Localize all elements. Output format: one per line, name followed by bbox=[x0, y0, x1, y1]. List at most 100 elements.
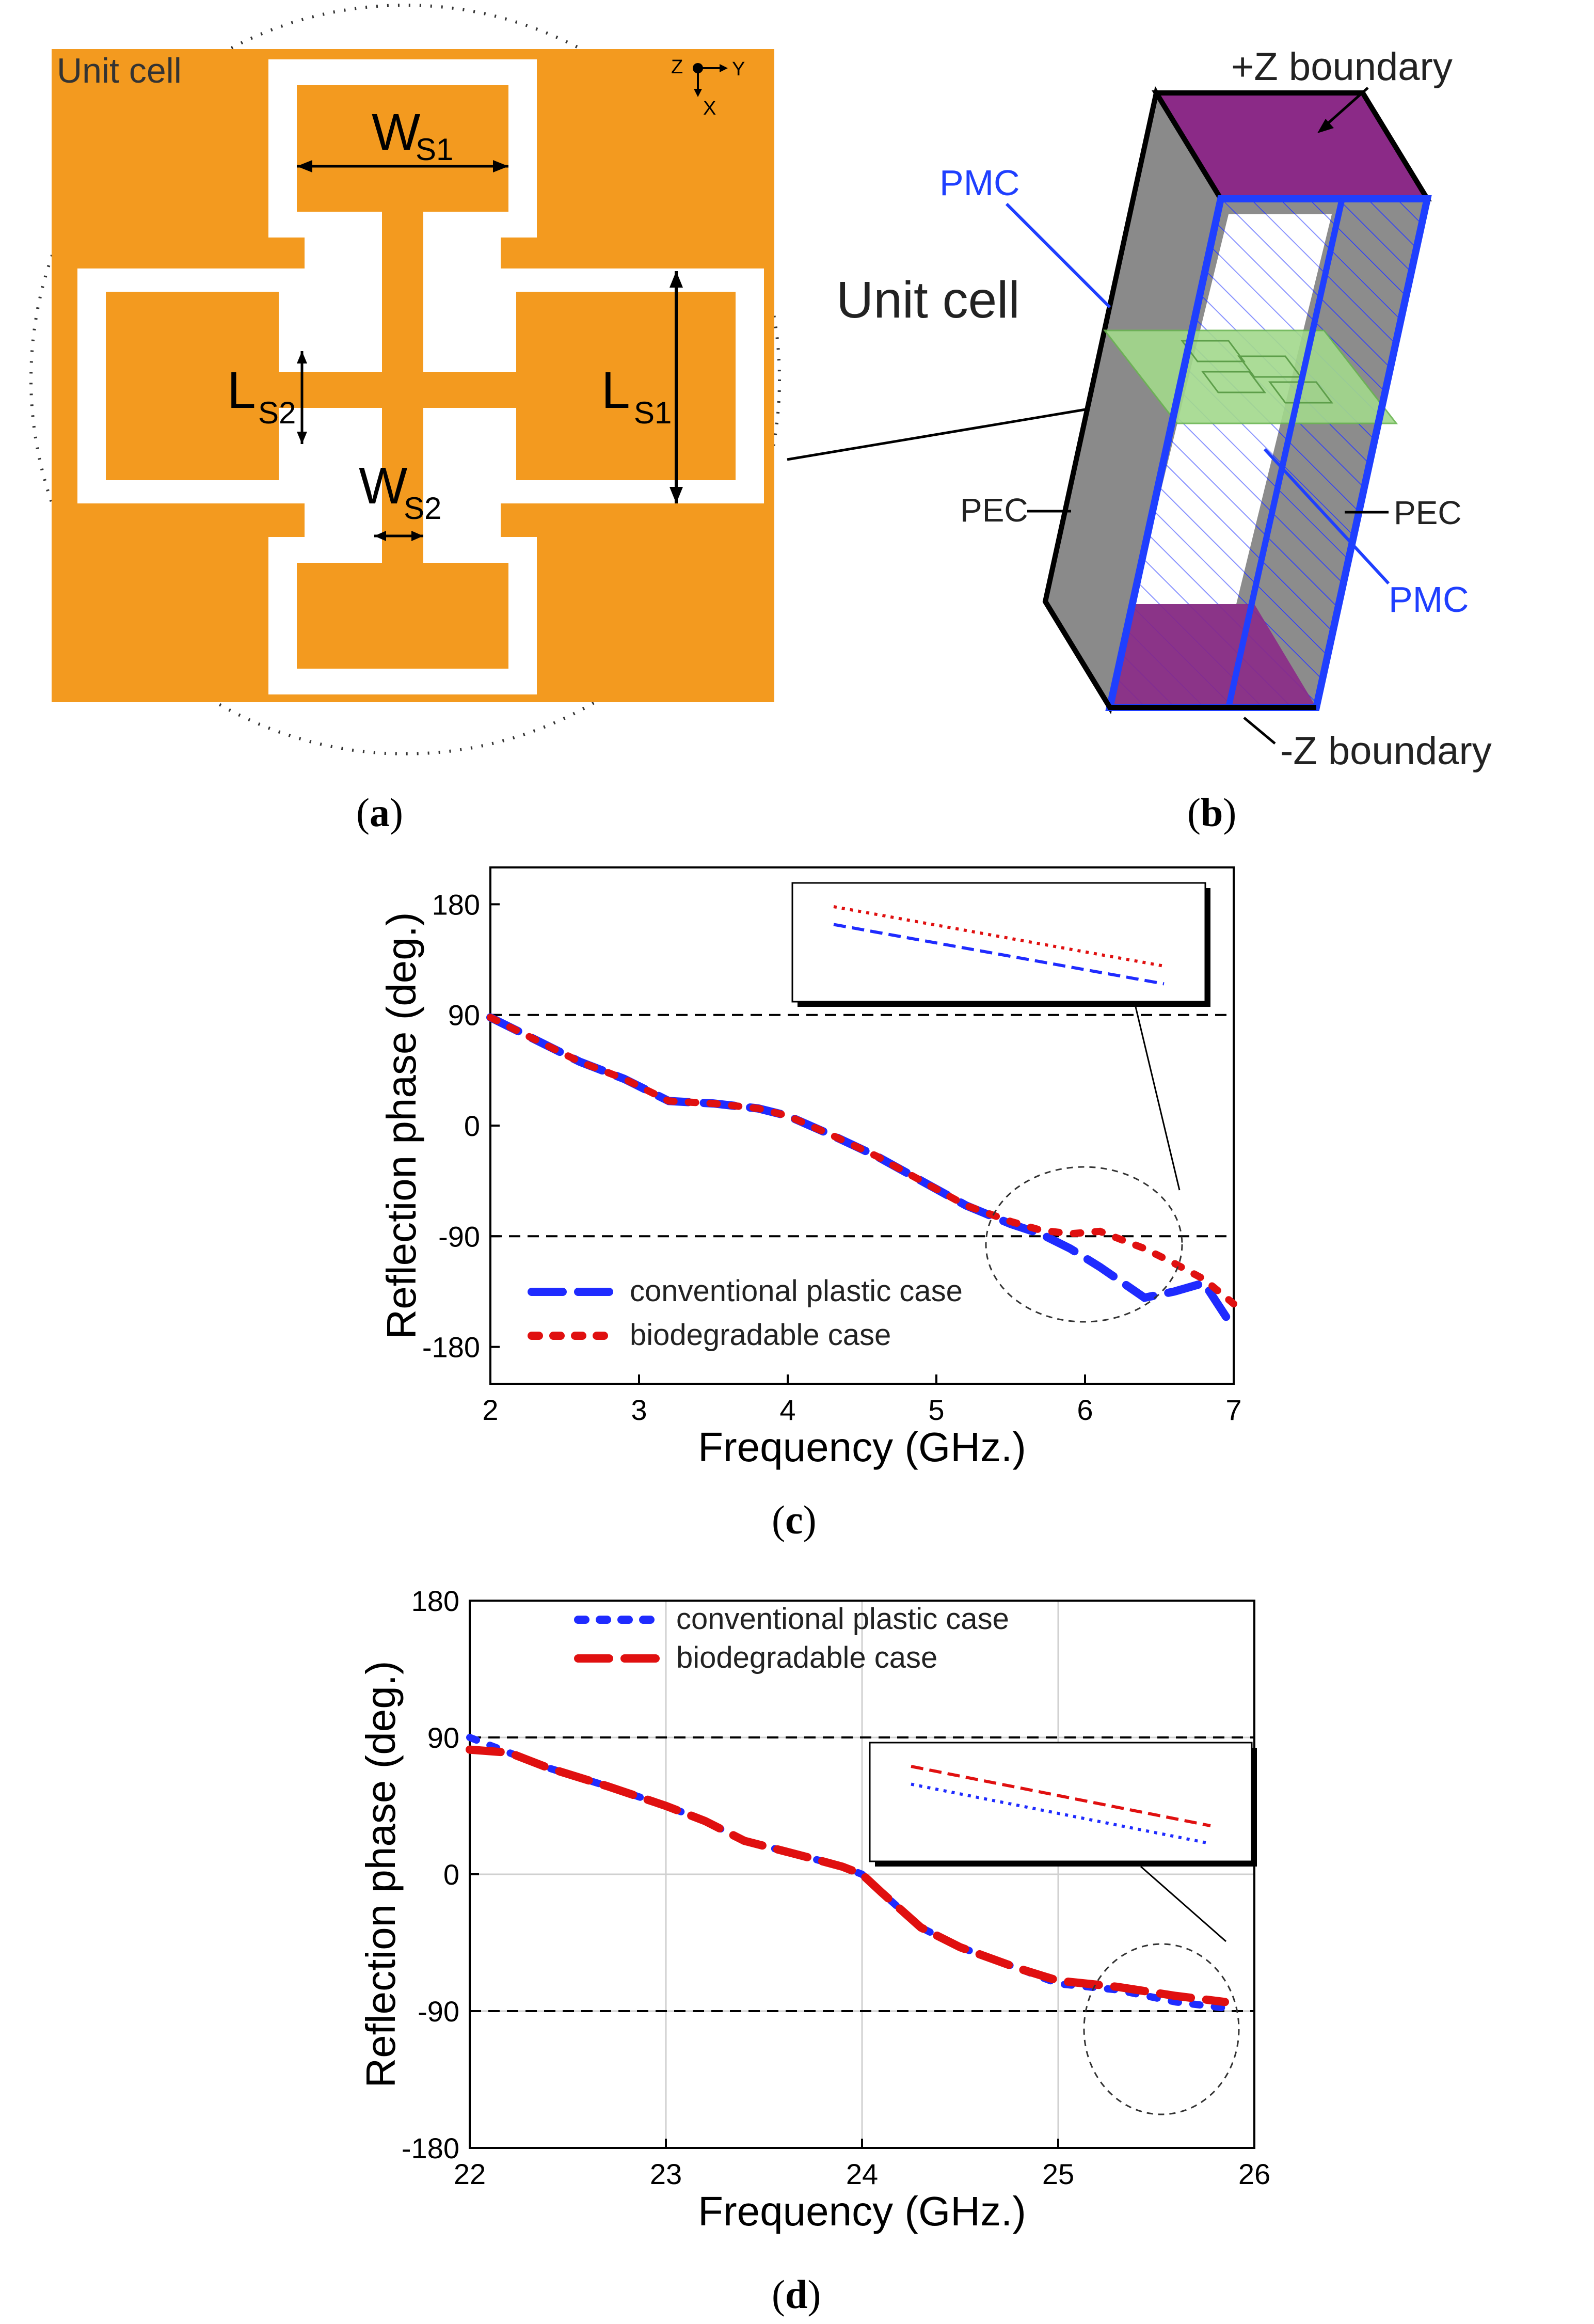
zoom-circle bbox=[1083, 1943, 1240, 2115]
dim-ls1-head-top bbox=[670, 271, 683, 288]
x-tick-label: 26 bbox=[1238, 2158, 1270, 2190]
dim-ws2-head-right bbox=[411, 531, 423, 541]
x-tick-label: 5 bbox=[928, 1394, 944, 1426]
pmc-right-label: PMC bbox=[1389, 579, 1469, 620]
caption-c-letter: c bbox=[785, 1497, 803, 1542]
x-tick-label: 6 bbox=[1077, 1394, 1093, 1426]
panel-a: Unit cell Z Y X W S1 L S1 bbox=[29, 4, 1157, 755]
dim-ws1-label: W bbox=[372, 103, 421, 161]
caption-d: (d) bbox=[772, 2272, 821, 2317]
plus-z-leader-head bbox=[1317, 119, 1334, 133]
dim-ls1-sub: S1 bbox=[634, 396, 672, 430]
y-tick-label: -90 bbox=[418, 1995, 459, 2028]
y-axis-title: Reflection phase (deg.) bbox=[378, 912, 424, 1339]
pmc-divider bbox=[1225, 198, 1345, 708]
x-axis-title: Frequency (GHz.) bbox=[698, 2188, 1026, 2234]
dim-ls2-label: L bbox=[227, 361, 256, 419]
y-tick-label: 90 bbox=[448, 999, 480, 1032]
axis-y-label: Y bbox=[732, 58, 745, 80]
caption-d-letter: d bbox=[785, 2272, 807, 2317]
x-tick-label: 25 bbox=[1042, 2158, 1074, 2190]
dim-ls2-head-top bbox=[297, 351, 307, 363]
inset-series-line bbox=[833, 923, 1165, 986]
chart-d: 22 23 24 25 26 180 90 0 -90 -180 Frequency (GHz.) R… bbox=[358, 1585, 1270, 2234]
y-tick-label: 0 bbox=[464, 1110, 480, 1142]
dim-ws1-head-right bbox=[493, 160, 508, 172]
zoom-arrow bbox=[1135, 1006, 1181, 1191]
caption-c: (c) bbox=[772, 1497, 817, 1542]
pec-right-label: PEC bbox=[1394, 494, 1462, 531]
inset-series-line bbox=[911, 1765, 1211, 1827]
x-tick-label: 4 bbox=[779, 1394, 795, 1426]
dim-ws2-head-left bbox=[374, 531, 386, 541]
dim-ls1-label: L bbox=[601, 361, 630, 419]
zoom-circle bbox=[985, 1166, 1183, 1323]
x-tick-label: 2 bbox=[482, 1394, 498, 1426]
cross-slot-inner bbox=[106, 85, 736, 669]
series-line-biodegradable bbox=[487, 1014, 1237, 1308]
y-tick-label: -180 bbox=[402, 2132, 459, 2164]
dim-ls1: L S1 bbox=[601, 271, 683, 503]
box-edges bbox=[1043, 600, 1316, 710]
dim-ws1: W S1 bbox=[297, 103, 508, 172]
dim-ws2-sub: S2 bbox=[404, 491, 441, 526]
panel-b: Unit cell +Z boundary PMC PEC PEC PMC -Z… bbox=[836, 45, 1492, 773]
legend-label: biodegradable case bbox=[630, 1318, 891, 1352]
caption-a-letter: a bbox=[370, 790, 390, 835]
plus-z-label: +Z boundary bbox=[1231, 45, 1453, 89]
dim-ls2: L S2 bbox=[227, 351, 307, 444]
x-tick-label: 3 bbox=[631, 1394, 647, 1426]
inset-series-line bbox=[833, 905, 1165, 968]
inset-box bbox=[791, 882, 1206, 1003]
y-tick-label: 180 bbox=[411, 1585, 459, 1617]
axis-x-arrowhead bbox=[694, 89, 702, 97]
y-tick-label: 0 bbox=[443, 1858, 459, 1891]
plus-z-leader bbox=[1320, 87, 1369, 130]
inset-series-line bbox=[911, 1782, 1211, 1845]
x-tick-label: 22 bbox=[454, 2158, 486, 2190]
inset-box bbox=[869, 1742, 1253, 1862]
legend-label: conventional plastic case bbox=[676, 1602, 1009, 1636]
unit-cell-outline-circle bbox=[29, 4, 781, 755]
caption-b-letter: b bbox=[1201, 790, 1223, 835]
chart-c: 2 3 4 5 6 7 180 90 0 -90 -180 Frequency (GHz.) Refle… bbox=[378, 866, 1242, 1470]
plate-cell-1 bbox=[1181, 340, 1246, 362]
minus-z-leader bbox=[1243, 717, 1276, 745]
y-tick-label: -180 bbox=[422, 1331, 480, 1364]
x-tick-label: 7 bbox=[1225, 1394, 1241, 1426]
panel-b-title: Unit cell bbox=[836, 271, 1020, 329]
dim-ls2-sub: S2 bbox=[258, 396, 296, 430]
patch-right-arm bbox=[565, 318, 707, 457]
caption-b: (b) bbox=[1187, 790, 1236, 835]
y-tick-label: 90 bbox=[427, 1721, 459, 1754]
x-axis-title: Frequency (GHz.) bbox=[698, 1424, 1026, 1470]
axis-z-label: Z bbox=[671, 56, 683, 78]
dim-ws2: W S2 bbox=[359, 457, 441, 541]
dim-ws2-label: W bbox=[359, 457, 408, 515]
x-tick-label: 24 bbox=[846, 2158, 878, 2190]
y-tick-label: -90 bbox=[438, 1220, 480, 1253]
axis-y-arrowhead bbox=[720, 64, 728, 72]
zoom-arrow bbox=[1140, 1865, 1226, 1942]
dim-ws1-head-left bbox=[297, 160, 312, 172]
minus-z-label: -Z boundary bbox=[1280, 729, 1492, 773]
x-tick-label: 23 bbox=[650, 2158, 682, 2190]
pmc-top-leader bbox=[1005, 202, 1111, 309]
dim-ls2-head-bottom bbox=[297, 432, 307, 444]
pmc-top-label: PMC bbox=[939, 163, 1020, 203]
panel-a-title: Unit cell bbox=[57, 51, 182, 90]
dim-ls1-head-bottom bbox=[670, 487, 683, 503]
dim-ws1-sub: S1 bbox=[416, 132, 453, 167]
y-tick-label: 180 bbox=[432, 888, 480, 921]
patch-left-arm bbox=[132, 318, 256, 457]
minus-z-face bbox=[1110, 604, 1316, 707]
y-axis-title: Reflection phase (deg.) bbox=[358, 1661, 404, 2088]
pec-left-label: PEC bbox=[960, 492, 1028, 529]
plate-cell-3 bbox=[1201, 371, 1266, 393]
pmc-right-leader bbox=[1263, 448, 1390, 585]
axis-x-label: X bbox=[703, 98, 716, 119]
caption-a: (a) bbox=[356, 790, 403, 835]
legend-label: biodegradable case bbox=[676, 1641, 937, 1674]
legend-label: conventional plastic case bbox=[630, 1274, 963, 1308]
patch-bottom-arm bbox=[325, 586, 480, 643]
